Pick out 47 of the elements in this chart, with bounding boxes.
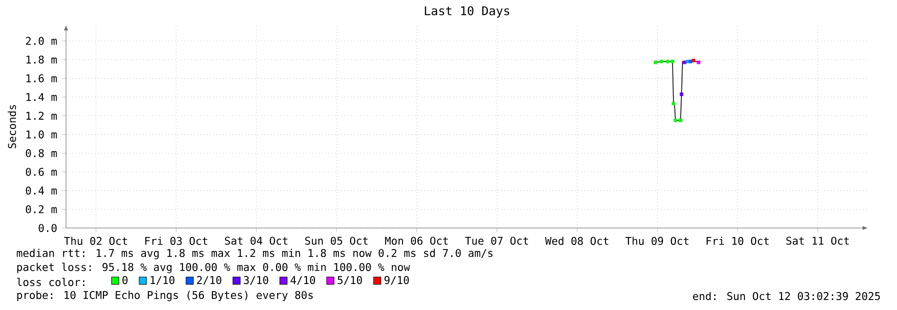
legend-label: 9/10 [384, 276, 409, 285]
point [674, 118, 678, 122]
point [678, 118, 682, 122]
y-tick-label: 0.0 [38, 224, 57, 232]
legend-label: 1/10 [150, 276, 174, 285]
y-tick-label: 1.8 m [26, 56, 57, 64]
legend-label: 3/10 [244, 276, 268, 285]
point [666, 60, 670, 64]
point [670, 60, 674, 64]
y-tick-label: 1.6 m [26, 74, 57, 82]
point [688, 60, 692, 64]
x-tick-label: Mon 06 Oct [385, 236, 448, 245]
legend-label: 5/10 [338, 276, 362, 285]
text: end: Sun Oct 12 03:02:39 2025 [693, 292, 880, 300]
point [660, 60, 664, 64]
y-tick-label: 2.0 m [26, 36, 57, 45]
x-tick-label: Tue 07 Oct [465, 236, 528, 245]
point [696, 60, 700, 64]
x-tick-label: Sat 04 Oct [224, 236, 288, 245]
legend-title: loss color: [17, 278, 84, 286]
point [672, 102, 676, 106]
legend-label: 0 [122, 276, 128, 284]
x-tick-label: Fri 10 Oct [706, 236, 769, 245]
y-axis-title: Seconds [8, 105, 16, 148]
y-tick-label: 0.2 m [26, 205, 57, 214]
text: probe: 10 ICMP Echo Pings (56 Bytes) every 80s [17, 290, 313, 302]
legend-label: 2/10 [197, 276, 222, 285]
x-tick-label: Thu 09 Oct [626, 236, 688, 245]
point [692, 58, 696, 62]
y-tick-label: 1.2 m [26, 112, 57, 120]
chart-title: Last 10 Days [424, 6, 510, 18]
point [682, 60, 686, 64]
y-tick-label: 0.4 m [26, 186, 57, 195]
legend-label: 4/10 [290, 276, 316, 285]
text: median rtt: 1.7 ms avg 1.8 ms max 1.2 ms min 1.8 ms now 0.2 ms sd 7.0 am/s [16, 248, 493, 260]
x-tick-label: Thu 02 Oct [64, 236, 128, 245]
y-tick-label: 0.8 m [26, 149, 57, 158]
x-tick-label: Sun 05 Oct [305, 236, 368, 245]
point [680, 92, 684, 96]
y-tick-label: 1.4 m [26, 93, 57, 101]
text: packet loss: 95.18 % avg 100.00 % max 0.00 % min 100.00 % now [17, 262, 410, 274]
y-tick-label: 1.0 m [26, 130, 57, 138]
point [654, 60, 658, 64]
y-tick-label: 0.6 m [26, 168, 57, 176]
x-tick-label: Wed 08 Oct [545, 236, 608, 245]
x-tick-label: Fri 03 Oct [145, 236, 208, 245]
x-tick-label: Sat 11 Oct [786, 236, 849, 245]
